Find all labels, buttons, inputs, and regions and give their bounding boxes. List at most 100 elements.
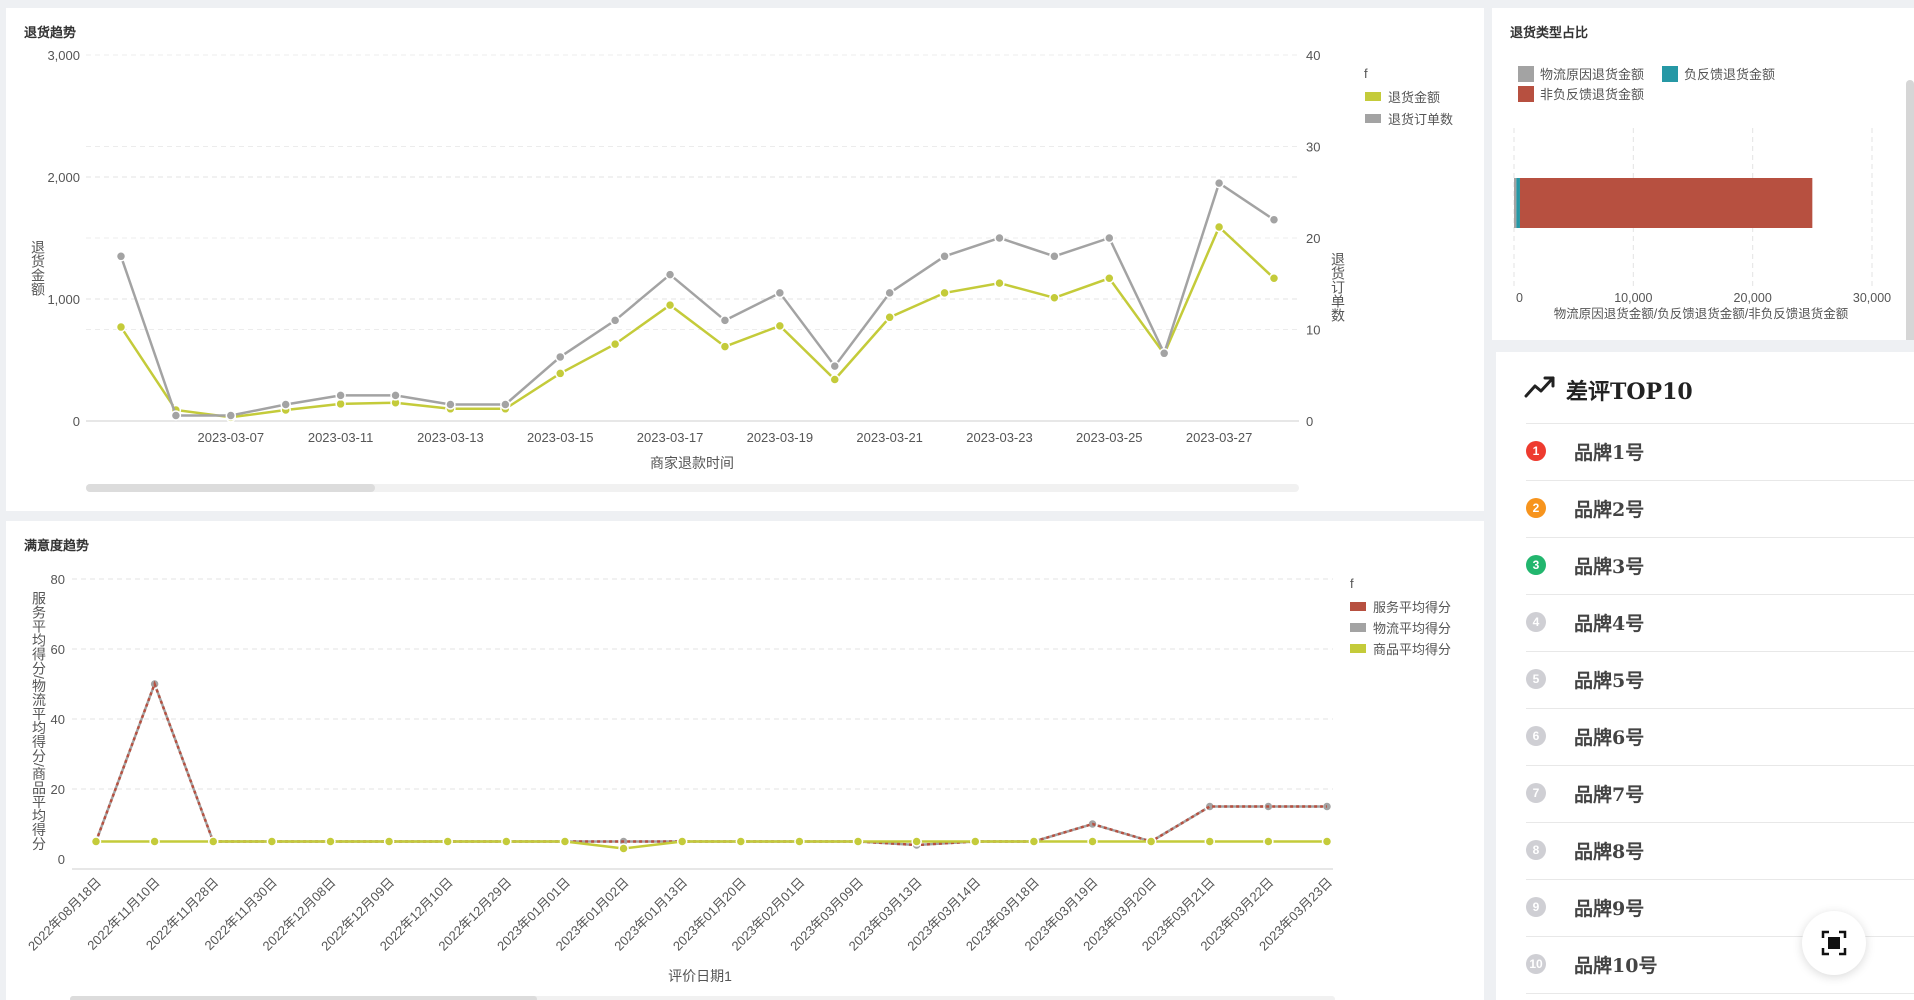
data-point[interactable]	[115, 321, 127, 333]
data-point[interactable]	[939, 251, 950, 262]
rank-item[interactable]: 5 品牌5号	[1526, 652, 1914, 709]
data-point[interactable]	[735, 836, 747, 847]
data-point[interactable]	[225, 410, 237, 421]
rank-item[interactable]: 4 品牌4号	[1526, 595, 1914, 652]
legend-return-orders[interactable]: 退货订单数	[1388, 112, 1453, 127]
rank-item[interactable]: 9 品牌9号	[1526, 880, 1914, 937]
data-point[interactable]	[266, 836, 278, 847]
data-point[interactable]	[1104, 273, 1115, 284]
data-point[interactable]	[774, 320, 786, 332]
top10-title: 差评TOP10	[1566, 379, 1693, 405]
legend-non-negative[interactable]: 非负反馈退货金额	[1540, 87, 1644, 102]
data-point[interactable]	[1049, 251, 1060, 262]
data-point[interactable]	[1049, 292, 1060, 304]
data-point[interactable]	[325, 836, 336, 847]
data-point[interactable]	[1104, 232, 1115, 244]
data-point[interactable]	[149, 836, 160, 847]
fullscreen-button[interactable]	[1802, 911, 1866, 975]
data-point[interactable]	[1145, 836, 1157, 847]
legend-negative[interactable]: 负反馈退货金额	[1684, 67, 1775, 82]
rank-item[interactable]: 10 品牌10号	[1526, 937, 1914, 994]
data-point[interactable]	[609, 315, 621, 326]
data-point[interactable]	[335, 398, 346, 410]
x-axis-label: 物流原因退货金额/负反馈退货金额/非负反馈退货金额	[1554, 306, 1849, 321]
x-scroll-track[interactable]	[86, 484, 1299, 492]
data-point[interactable]	[664, 269, 676, 280]
data-point[interactable]	[1263, 836, 1274, 847]
data-point[interactable]	[911, 836, 922, 847]
data-point[interactable]	[719, 341, 731, 352]
bar-segment[interactable]	[1516, 178, 1520, 228]
x-axis-label: 商家退款时间	[650, 455, 734, 471]
data-point[interactable]	[445, 399, 456, 410]
data-point[interactable]	[1321, 836, 1333, 847]
data-point[interactable]	[390, 390, 401, 401]
legend-swatch-return-amount	[1365, 92, 1381, 101]
data-point[interactable]	[383, 836, 395, 847]
y-tick-label: 40	[51, 712, 65, 727]
panel-scroll-thumb[interactable]	[1906, 80, 1914, 340]
rank-item[interactable]: 7 品牌7号	[1526, 766, 1914, 823]
data-point[interactable]	[442, 836, 453, 847]
data-point[interactable]	[335, 390, 346, 401]
legend-logistics[interactable]: 物流原因退货金额	[1540, 67, 1644, 82]
data-point[interactable]	[609, 338, 621, 350]
rank-item[interactable]: 8 品牌8号	[1526, 823, 1914, 880]
bad-review-top10-panel: 差评TOP10 1 品牌1号 2 品牌2号 3 品牌3号 4 品牌4号 5 品牌5号 6 品牌6号 7 品…	[1496, 352, 1914, 1000]
x-scroll-thumb[interactable]	[70, 996, 537, 1000]
data-point[interactable]	[1204, 836, 1216, 847]
data-point[interactable]	[1213, 177, 1225, 189]
data-point[interactable]	[774, 287, 786, 299]
data-point[interactable]	[1028, 836, 1040, 847]
data-point[interactable]	[1213, 221, 1225, 233]
data-point[interactable]	[115, 251, 127, 262]
data-point[interactable]	[559, 836, 571, 847]
data-point[interactable]	[1158, 348, 1170, 359]
data-point[interactable]	[554, 351, 566, 363]
data-point[interactable]	[884, 312, 895, 323]
data-point[interactable]	[664, 299, 676, 311]
legend-product-score[interactable]: 商品平均得分	[1373, 642, 1451, 657]
rank-item[interactable]: 2 品牌2号	[1526, 481, 1914, 538]
data-point[interactable]	[1087, 836, 1098, 847]
data-point[interactable]	[719, 315, 731, 326]
data-point[interactable]	[794, 836, 805, 847]
data-point[interactable]	[90, 836, 102, 847]
data-point[interactable]	[852, 836, 864, 847]
x-scroll-thumb[interactable]	[86, 484, 375, 492]
legend-logistics-score[interactable]: 物流平均得分	[1373, 621, 1451, 636]
bar-segment[interactable]	[1519, 178, 1813, 228]
data-point[interactable]	[994, 232, 1005, 244]
legend-return-amount[interactable]: 退货金额	[1388, 90, 1440, 105]
rank-item[interactable]: 3 品牌3号	[1526, 538, 1914, 595]
data-point[interactable]	[676, 836, 688, 847]
legend-swatch-negative	[1662, 66, 1678, 82]
bar-segment[interactable]	[1514, 178, 1517, 228]
data-point[interactable]	[939, 287, 950, 299]
data-point[interactable]	[618, 843, 629, 854]
data-point[interactable]	[1268, 214, 1280, 225]
y-right-axis-label: 退货订单数	[1330, 252, 1346, 322]
data-point[interactable]	[501, 836, 512, 847]
x-tick-label: 2023-03-19	[747, 430, 814, 445]
rank-brand-name: 品牌8号	[1574, 841, 1645, 863]
rank-badge: 1	[1526, 441, 1546, 461]
rank-brand-name: 品牌4号	[1574, 613, 1645, 635]
data-point[interactable]	[554, 368, 566, 379]
data-point[interactable]	[1268, 273, 1280, 284]
data-point[interactable]	[884, 287, 895, 299]
series-line	[119, 224, 1275, 419]
data-point[interactable]	[829, 360, 841, 372]
data-point[interactable]	[207, 836, 219, 847]
rank-item[interactable]: 6 品牌6号	[1526, 709, 1914, 766]
legend-service[interactable]: 服务平均得分	[1373, 600, 1451, 615]
data-point[interactable]	[170, 410, 182, 421]
data-point[interactable]	[280, 399, 291, 410]
data-point[interactable]	[994, 277, 1005, 289]
data-point[interactable]	[970, 836, 981, 847]
rank-brand-name: 品牌5号	[1574, 670, 1645, 692]
x-tick-label: 2023-03-07	[198, 430, 265, 445]
rank-item[interactable]: 1 品牌1号	[1526, 424, 1914, 481]
data-point[interactable]	[829, 374, 841, 385]
data-point[interactable]	[500, 399, 511, 410]
